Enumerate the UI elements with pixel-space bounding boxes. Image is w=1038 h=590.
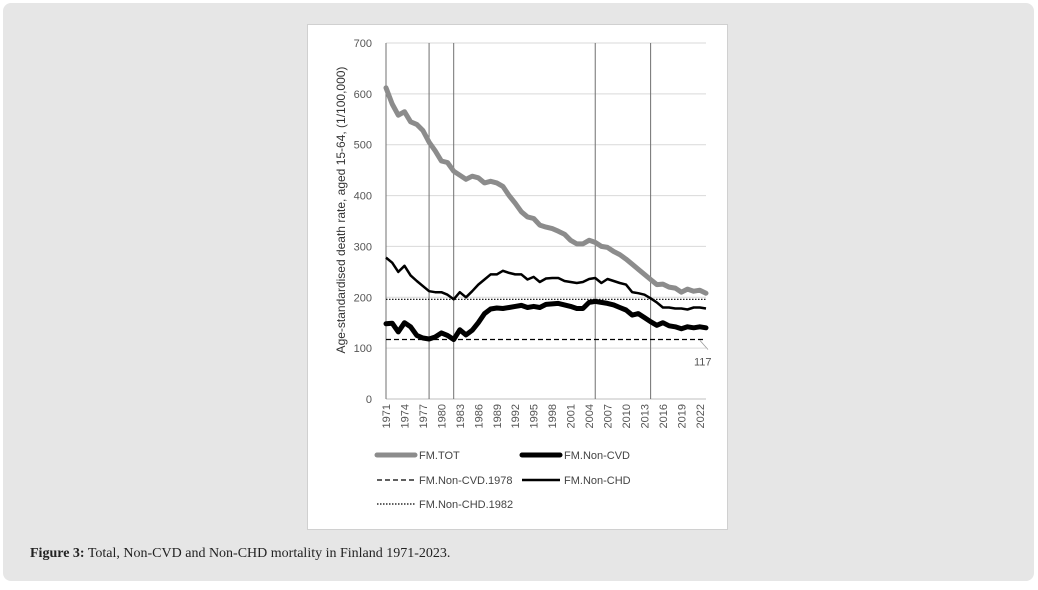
- legend-item: FM.TOT: [374, 450, 460, 462]
- y-tick-label: 100: [354, 343, 372, 355]
- annotation-label: 117: [694, 356, 712, 368]
- x-tick-label: 1971: [381, 404, 393, 428]
- x-tick-label: 1986: [473, 404, 485, 428]
- x-tick-label: 1974: [399, 404, 411, 428]
- annotations: 117: [694, 340, 712, 368]
- series-fm-non-chd: [385, 256, 707, 311]
- legend: FM.TOT FM.Non-CVD FM.Non-CVD.1978 FM.Non-CH…: [374, 450, 631, 511]
- y-axis-ticks: 0 100 200 300 400 500 600 700: [354, 38, 372, 406]
- x-tick-label: 2013: [639, 404, 651, 428]
- x-tick-label: 1989: [492, 404, 504, 428]
- y-tick-label: 200: [354, 292, 372, 304]
- y-tick-label: 0: [366, 394, 372, 406]
- caption-text: Total, Non-CVD and Non-CHD mortality in …: [84, 546, 451, 561]
- legend-item: FM.Non-CVD: [519, 450, 630, 462]
- x-axis-ticks: 1971 1974 1977 1980 1983 1986 1989 1992 1995 1998…: [381, 404, 707, 428]
- series-fm-tot: [383, 85, 709, 296]
- legend-label: FM.Non-CVD: [564, 450, 630, 462]
- annotation-leader: [699, 340, 709, 350]
- series-group: [383, 85, 709, 342]
- x-tick-label: 1977: [418, 404, 430, 428]
- legend-item: FM.Non-CHD.1982: [377, 499, 513, 511]
- x-tick-label: 1983: [455, 404, 467, 428]
- x-tick-label: 2019: [676, 404, 688, 428]
- y-tick-label: 500: [354, 140, 372, 152]
- caption-label: Figure 3:: [30, 546, 85, 561]
- y-tick-label: 400: [354, 191, 372, 203]
- gridlines: [386, 42, 706, 400]
- legend-item: FM.Non-CHD: [522, 475, 631, 487]
- legend-label: FM.Non-CVD.1978: [419, 475, 513, 487]
- y-axis-label: Age-standardised death rate, aged 15-64,…: [334, 67, 348, 354]
- legend-label: FM.Non-CHD.1982: [419, 499, 513, 511]
- x-tick-label: 2022: [695, 404, 707, 428]
- x-tick-label: 1998: [547, 404, 559, 428]
- x-tick-label: 2007: [603, 404, 615, 428]
- legend-label: FM.Non-CHD: [564, 475, 631, 487]
- legend-item: FM.Non-CVD.1978: [377, 475, 513, 487]
- x-tick-label: 2010: [621, 404, 633, 428]
- x-tick-label: 2001: [566, 404, 578, 428]
- figure-caption: Figure 3: Total, Non-CVD and Non-CHD mor…: [30, 546, 450, 562]
- series-fm-non-cvd: [383, 298, 709, 342]
- x-tick-label: 1992: [510, 404, 522, 428]
- y-tick-label: 300: [354, 241, 372, 253]
- legend-label: FM.TOT: [419, 450, 460, 462]
- x-tick-label: 2004: [584, 404, 596, 428]
- y-tick-label: 700: [354, 38, 372, 50]
- chart-container: [307, 24, 728, 530]
- x-tick-label: 1980: [436, 404, 448, 428]
- x-tick-label: 2016: [658, 404, 670, 428]
- y-tick-label: 600: [354, 89, 372, 101]
- x-tick-label: 1995: [529, 404, 541, 428]
- reference-lines: [385, 43, 652, 399]
